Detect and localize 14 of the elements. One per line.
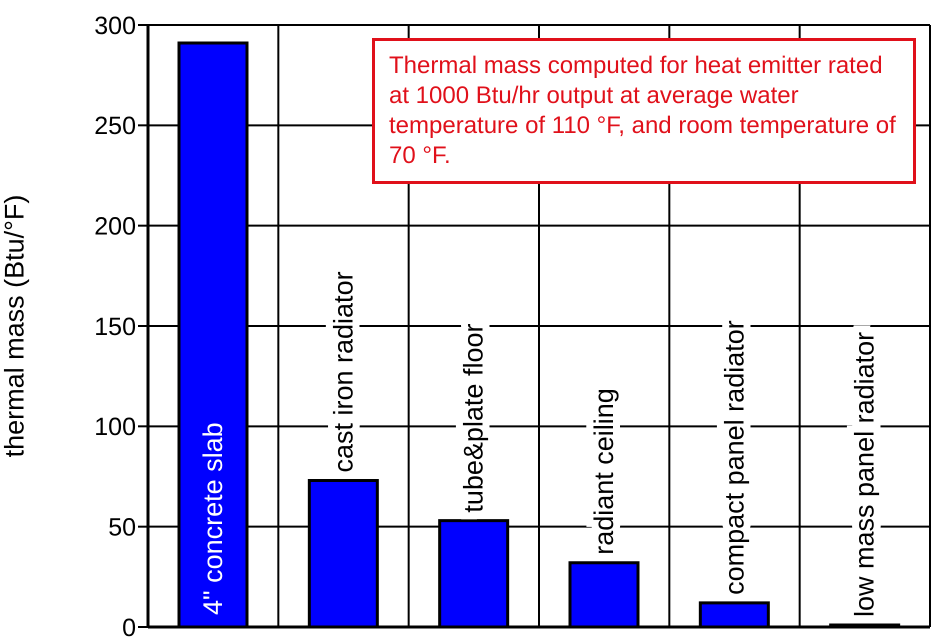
x-tick-label: cast iron radiator [328,271,358,473]
y-tick-label: 0 [122,614,136,640]
y-tick-label: 300 [94,12,136,40]
annotation: Thermal mass computed for heat emitter rated at 1000 Btu/hr output at average water temperature of 110 °F, and room temperature of 70 °F. [372,38,916,184]
y-tick-label: 200 [94,212,136,241]
y-axis-title: thermal mass (Btu/°F) [0,194,30,458]
x-tick-label: tube&plate floor [458,324,489,513]
x-tick-label: 4" concrete slab [198,422,228,615]
y-tick-label: 50 [108,514,136,542]
y-tick-label: 250 [94,112,136,140]
x-tick-label: compact panel radiator [719,320,750,595]
x-tick-label: radiant ceiling [589,388,619,555]
y-tick-label: 100 [94,413,136,442]
y-tick-label: 150 [94,312,136,341]
